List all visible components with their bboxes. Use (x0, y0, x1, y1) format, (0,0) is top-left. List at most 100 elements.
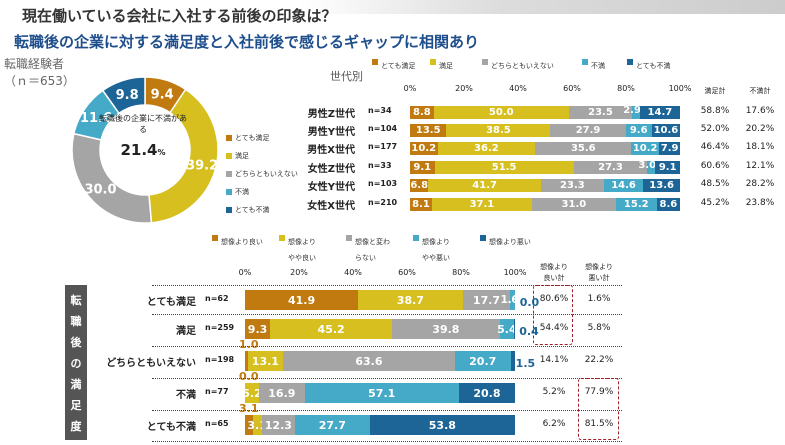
page-subtitle: 転職後の企業に対する満足度と入社前後で感じるギャップに相関あり (14, 33, 480, 51)
bar-segment: 14.7 (640, 105, 680, 119)
legend-label: 想像より やや良い (288, 238, 316, 262)
segment-label: 50.0 (488, 106, 514, 118)
axis-tick-label: 0% (238, 268, 252, 277)
donut-slice-label: 30.0 (84, 183, 116, 198)
bar-segment: 20.7 (454, 351, 511, 371)
legend-swatch (226, 189, 232, 195)
bar-segment: 9.1 (655, 160, 680, 174)
legend-swatch (212, 235, 218, 241)
row-n: n=210 (368, 198, 398, 207)
segment-label: 3.0 (638, 160, 657, 171)
stacked-bar: 6.8 41.7 23.3 14.6 13.6 (410, 178, 680, 192)
bar-segment: 27.9 (550, 123, 626, 137)
bar-segment: 27.3 (573, 160, 648, 174)
segment-label: 9.6 (629, 124, 648, 136)
axis-char: 転 (70, 293, 82, 307)
axis-tick-label: 100% (503, 268, 527, 277)
row-label: 不満 (176, 390, 196, 401)
bar-segment: 16.9 (259, 383, 305, 403)
legend-item: 満足 (430, 58, 453, 74)
axis-tick-label: 60% (563, 84, 581, 93)
bar-segment: 15.2 (615, 197, 657, 211)
segment-label: 13.6 (649, 179, 674, 191)
axis-tick-label: 100% (668, 84, 692, 93)
segment-label: 13.5 (415, 124, 441, 136)
donut-slice-label: 9.8 (116, 88, 139, 103)
bar-segment: 8.1 (410, 197, 432, 211)
row-total: 5.2% (542, 387, 566, 397)
legend-label: 満足 (439, 62, 453, 70)
legend-swatch (413, 235, 419, 241)
donut-slice-4 (101, 76, 146, 115)
segment-label: 9.1 (658, 161, 677, 173)
segment-label: 8.8 (413, 106, 431, 118)
bar-segment: 5.2 (242, 383, 262, 403)
row-label: 女性Z世代 (307, 164, 355, 175)
segment-label: 41.9 (287, 293, 316, 307)
bar-segment (253, 415, 262, 435)
bar-segment: 27.7 (294, 415, 370, 435)
bar-segment: 53.8 (369, 415, 515, 435)
axis-char: の (70, 356, 82, 370)
legend-swatch (226, 135, 232, 141)
legend-label: どちらともいえない (235, 170, 298, 178)
bar-segment: 38.7 (358, 290, 463, 310)
legend-label: どちらともいえない (491, 62, 554, 70)
row-total: 54.4% (539, 323, 569, 333)
legend-swatch (226, 171, 232, 177)
legend-swatch (627, 59, 633, 65)
bar-segment (510, 290, 515, 310)
bar-segment: 17.7 (462, 290, 511, 310)
legend-item: 想像より悪い (480, 234, 531, 250)
legend-item: 想像より良い (212, 234, 263, 250)
bar-segment: 50.0 (433, 105, 569, 119)
center-value: 21.4 (120, 141, 158, 159)
bar-segment: 6.8 (410, 178, 429, 192)
stacked-bar: 10.2 36.2 35.6 10.2 7.9 (410, 141, 681, 155)
bar-segment: 41.9 (245, 290, 359, 310)
bar-segment: 10.2 (410, 141, 438, 155)
bar-segment: 45.2 (270, 319, 393, 339)
segment-label: 6.8 (410, 179, 429, 191)
segment-label: 13.1 (251, 354, 279, 368)
row-total: 80.6% (539, 294, 569, 304)
bar-segment: 20.8 (458, 383, 515, 403)
table-header: 想像より 良い計 (540, 263, 568, 282)
bar-segment: 41.7 (428, 178, 541, 192)
bar-segment: 8.6 (656, 197, 680, 211)
segment-label: 57.1 (368, 386, 396, 400)
segment-label: 0.0 (519, 296, 540, 309)
segment-label: 27.7 (318, 418, 346, 432)
segment-label: 10.6 (653, 124, 679, 136)
row-separator (152, 313, 622, 315)
row-label: どちらともいえない (106, 358, 196, 369)
segment-label: 5.4 (497, 322, 517, 336)
segment-label: 1.6 (500, 293, 519, 306)
segment-label: 23.5 (588, 106, 613, 118)
bar-segment: 10.6 (651, 123, 681, 137)
legend-item: とても不満 (226, 201, 298, 219)
row-n: n=65 (205, 419, 229, 428)
stacked-bar: 9.1 51.5 27.3 3.0 9.1 (410, 160, 680, 174)
legend-item: とても満足 (226, 129, 298, 147)
bar-segment: 63.6 (283, 351, 455, 371)
segment-label: 45.2 (317, 322, 345, 336)
segment-label: 5.2 (242, 386, 262, 400)
legend-label: とても不満 (235, 206, 270, 214)
segment-label: 23.3 (560, 179, 585, 191)
stacked-bar: 8.1 37.1 31.0 15.2 8.6 (410, 197, 680, 211)
bar-segment: 12.3 (261, 415, 295, 435)
row-total: 18.1% (745, 142, 775, 152)
segment-label: 7.9 (660, 142, 679, 154)
bar-segment (514, 319, 516, 339)
segment-label: 27.9 (575, 124, 601, 136)
bar-segment: 13.1 (247, 351, 284, 371)
row-total: 17.6% (745, 106, 775, 116)
legend-swatch (480, 235, 486, 241)
segment-label: 17.7 (472, 293, 501, 307)
segment-label: 41.7 (472, 179, 497, 191)
stacked-bar: 1.0 13.1 63.6 20.7 1.5 (239, 338, 535, 371)
legend-label: 不満 (235, 188, 249, 196)
bar-segment: 9.3 (245, 319, 271, 339)
segment-label: 2.9 (623, 105, 641, 116)
